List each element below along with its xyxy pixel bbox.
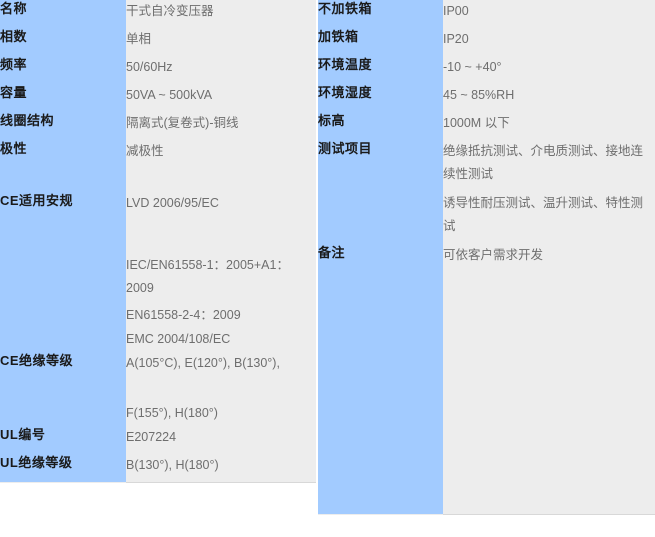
row-label-without-iron-case: 不加铁箱: [318, 0, 443, 28]
row-label-ul-number: UL编号: [0, 426, 126, 454]
row-value-remarks: 可依客户需求开发: [443, 244, 655, 515]
table-row: IEC/EN61558-1：2005+A1：2009: [0, 254, 316, 304]
row-value-ce-insulation-class-2: F(155°), H(180°): [126, 402, 316, 426]
row-value-name: 干式自冷变压器: [126, 0, 316, 28]
row-label-test-items: 测试项目: [318, 140, 443, 244]
row-value-ambient-humidity: 45 ~ 85%RH: [443, 84, 655, 112]
row-label-ambient-humidity: 环境湿度: [318, 84, 443, 112]
row-value-ce-standard-3: EN61558-2-4：2009: [126, 304, 316, 328]
table-row: 频率 50/60Hz: [0, 56, 316, 84]
table-row: EN61558-2-4：2009: [0, 304, 316, 328]
row-label-polarity: 极性: [0, 140, 126, 192]
row-label-frequency: 频率: [0, 56, 126, 84]
spec-table-right: 不加铁箱 IP00 加铁箱 IP20 环境温度 -10 ~ +40° 环境湿度 …: [318, 0, 655, 515]
row-value-with-iron-case: IP20: [443, 28, 655, 56]
table-row: 容量 50VA ~ 500kVA: [0, 84, 316, 112]
table-row: F(155°), H(180°): [0, 402, 316, 426]
row-value-test-items-2: 诱导性耐压测试、温升测试、特性测试: [443, 192, 655, 244]
row-value-altitude: 1000M 以下: [443, 112, 655, 140]
row-value-ce-standard-1: LVD 2006/95/EC: [126, 192, 316, 254]
table-row: 环境湿度 45 ~ 85%RH: [318, 84, 655, 112]
row-value-ambient-temperature: -10 ~ +40°: [443, 56, 655, 84]
row-label-with-iron-case: 加铁箱: [318, 28, 443, 56]
row-label-altitude: 标高: [318, 112, 443, 140]
table-row: 标高 1000M 以下: [318, 112, 655, 140]
table-row: CE绝缘等级 A(105°C), E(120°), B(130°),: [0, 352, 316, 426]
row-value-polarity: 减极性: [126, 140, 316, 192]
row-label-capacity: 容量: [0, 84, 126, 112]
table-row: 名称 干式自冷变压器: [0, 0, 316, 28]
row-value-phases: 单相: [126, 28, 316, 56]
table-row: 诱导性耐压测试、温升测试、特性测试: [318, 192, 655, 244]
table-row: 线圈结构 隔离式(复卷式)-铜线: [0, 112, 316, 140]
row-value-ce-insulation-class-1: A(105°C), E(120°), B(130°),: [126, 352, 316, 402]
table-row: 测试项目 绝缘抵抗测试、介电质测试、接地连续性测试: [318, 140, 655, 244]
table-row: 不加铁箱 IP00: [318, 0, 655, 28]
row-value-without-iron-case: IP00: [443, 0, 655, 28]
row-label-ce-standards: CE适用安规: [0, 192, 126, 352]
table-row: CE适用安规 LVD 2006/95/EC: [0, 192, 316, 352]
row-label-remarks: 备注: [318, 244, 443, 514]
row-value-test-items-1: 绝缘抵抗测试、介电质测试、接地连续性测试: [443, 140, 655, 192]
row-label-name: 名称: [0, 0, 126, 28]
table-row: UL绝缘等级 B(130°), H(180°): [0, 454, 316, 483]
row-value-ul-insulation-class: B(130°), H(180°): [126, 454, 316, 483]
spec-table-left: 名称 干式自冷变压器 相数 单相 频率 50/60Hz 容量 50VA ~ 50…: [0, 0, 316, 483]
table-row: 加铁箱 IP20: [318, 28, 655, 56]
table-row: 极性 减极性: [0, 140, 316, 192]
table-row: UL编号 E207224: [0, 426, 316, 454]
row-label-ambient-temperature: 环境温度: [318, 56, 443, 84]
table-row: 备注 可依客户需求开发: [318, 244, 655, 515]
row-value-ce-standard-4: EMC 2004/108/EC: [126, 328, 316, 352]
row-value-capacity: 50VA ~ 500kVA: [126, 84, 316, 112]
row-label-ul-insulation-class: UL绝缘等级: [0, 454, 126, 482]
row-label-coil-structure: 线圈结构: [0, 112, 126, 140]
row-label-phases: 相数: [0, 28, 126, 56]
table-row: 环境温度 -10 ~ +40°: [318, 56, 655, 84]
row-label-ce-insulation-class: CE绝缘等级: [0, 352, 126, 426]
row-value-ul-number: E207224: [126, 426, 316, 454]
table-row: EMC 2004/108/EC: [0, 328, 316, 352]
row-value-frequency: 50/60Hz: [126, 56, 316, 84]
table-row: 相数 单相: [0, 28, 316, 56]
row-value-ce-standard-2: IEC/EN61558-1：2005+A1：2009: [126, 254, 316, 304]
row-value-coil-structure: 隔离式(复卷式)-铜线: [126, 112, 316, 140]
